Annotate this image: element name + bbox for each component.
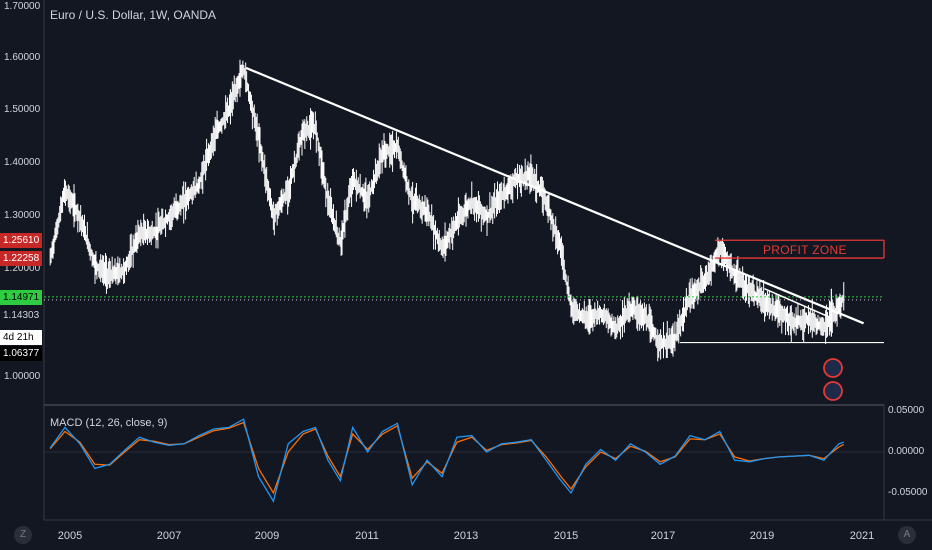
x-axis-label: 2011: [355, 530, 379, 542]
price-tag-current: 1.14971: [0, 290, 42, 305]
price-axis-label: 1.30000: [4, 210, 41, 221]
event-flag-icon: [823, 358, 843, 378]
macd-axis-label: -0.05000: [888, 487, 928, 498]
macd-title: MACD (12, 26, close, 9): [50, 417, 168, 429]
x-axis-label: 2009: [254, 530, 280, 542]
price-tag-prev-close: 1.14303: [0, 308, 42, 323]
price-axis-label: 1.00000: [4, 371, 41, 382]
long-term-trendline: [245, 66, 865, 325]
x-axis-label: 2015: [553, 530, 579, 542]
auto-scale-button[interactable]: A: [898, 526, 916, 544]
channel-upper-line: [764, 288, 832, 319]
x-axis-label: 2021: [849, 530, 875, 542]
profit-zone-label: PROFIT ZONE: [763, 243, 847, 257]
price-axis-label: 1.70000: [4, 1, 41, 12]
x-axis-label: 2017: [650, 530, 676, 542]
macd-signal-line: [49, 421, 845, 495]
price-tag-lower: 1.22258: [0, 251, 42, 266]
macd-axis-label: 0.00000: [888, 446, 925, 457]
chart-title: Euro / U.S. Dollar, 1W, OANDA: [50, 8, 217, 22]
x-axis-label: 2013: [453, 530, 479, 542]
x-axis-label: 2005: [57, 530, 83, 542]
timezone-button[interactable]: Z: [14, 526, 32, 544]
price-tag-low-line: 1.06377: [0, 346, 42, 361]
price-tag-upper: 1.25610: [0, 233, 42, 248]
x-axis-label: 2007: [156, 530, 182, 542]
price-axis-label: 1.40000: [4, 157, 41, 168]
countdown-tag: 4d 21h: [0, 330, 42, 345]
price-axis-label: 1.50000: [4, 104, 41, 115]
macd-axis-label: 0.05000: [888, 405, 925, 416]
x-axis-label: 2019: [749, 530, 775, 542]
macd-line: [49, 418, 844, 503]
price-axis-label: 1.60000: [4, 52, 41, 63]
price-axis-label: 1.20000: [4, 263, 41, 274]
event-eu-icon: [823, 381, 843, 401]
price-bars: [49, 59, 845, 362]
